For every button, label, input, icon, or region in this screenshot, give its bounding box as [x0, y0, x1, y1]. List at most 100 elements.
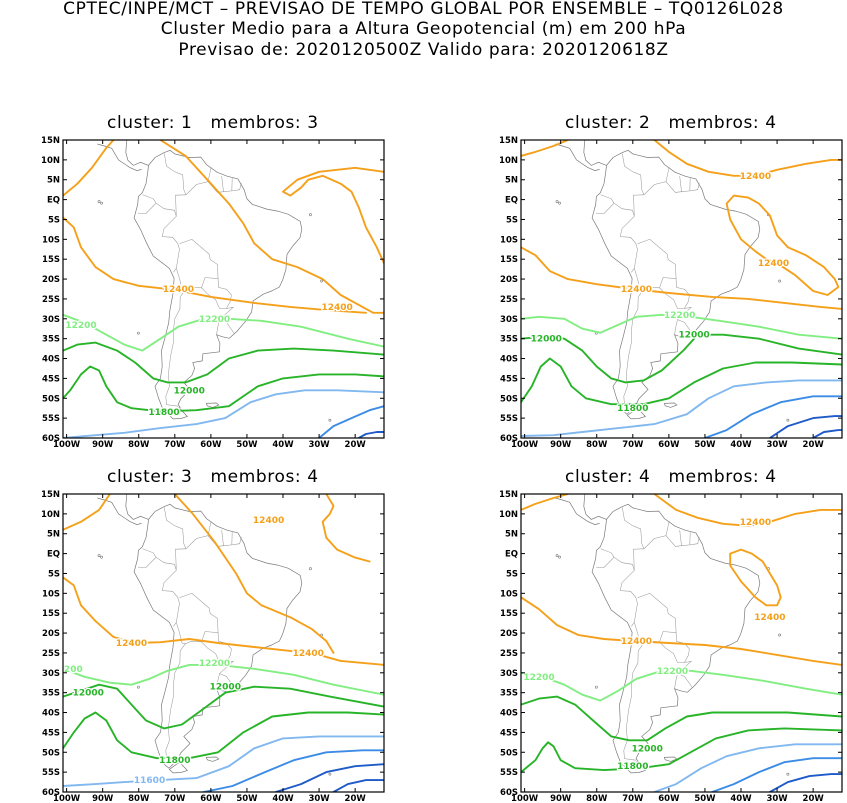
contour-label: 12400	[758, 259, 789, 269]
map-frame	[62, 493, 385, 793]
contour-12400	[63, 494, 111, 531]
contour-label: 12000	[174, 386, 205, 396]
lon-tick-label: 20W	[803, 440, 825, 450]
contour-12400	[521, 246, 842, 310]
contour-12200	[521, 313, 842, 340]
lat-tick-label: 15S	[42, 255, 60, 265]
lat-tick-label: 55S	[500, 768, 518, 778]
lon-tick-label: 100W	[511, 440, 539, 450]
island	[786, 418, 790, 422]
contour-label: 12400	[293, 649, 324, 659]
coastline	[663, 756, 678, 762]
contour-12200	[63, 663, 384, 696]
contour-label: 12400	[253, 516, 284, 526]
lat-tick-label: 35S	[42, 689, 60, 699]
contour-12400	[729, 548, 782, 607]
contour-11400	[274, 763, 384, 792]
coastline	[205, 402, 220, 408]
map-content: 12400 12400 12400 12200 12200 12000 11800	[521, 494, 842, 792]
coastline	[626, 408, 647, 420]
country-border	[137, 194, 157, 214]
lat-tick-label: 55S	[42, 768, 60, 778]
country-border	[155, 556, 180, 627]
lat-tick-label: 30S	[42, 669, 60, 679]
panel-2-title: cluster: 2 membros: 4	[565, 113, 777, 133]
contour-12200	[63, 313, 384, 352]
country-border	[221, 530, 224, 546]
lon-tick-label: 40W	[272, 794, 294, 803]
lat-tick-label: EQ	[47, 550, 60, 560]
lon-tick-label: 60W	[200, 440, 222, 450]
map-frame	[62, 139, 385, 439]
coastline	[626, 762, 647, 774]
country-border	[185, 520, 212, 549]
country-border	[201, 632, 232, 663]
country-border	[201, 278, 232, 309]
lon-tick-label: 70W	[164, 794, 186, 803]
island	[97, 554, 101, 557]
island	[100, 555, 103, 559]
lon-tick-label: 100W	[511, 794, 539, 803]
lon-tick-label: 30W	[308, 440, 330, 450]
lon-tick-label: 100W	[53, 440, 81, 450]
lat-tick-label: 10N	[41, 156, 60, 166]
lon-tick-label: 80W	[586, 440, 608, 450]
lat-tick-label: 5S	[48, 569, 60, 579]
lat-tick-label: 40S	[500, 355, 518, 365]
coastline	[97, 497, 142, 525]
lat-tick-label: 5S	[506, 215, 518, 225]
panel-4-title: cluster: 4 membros: 4	[565, 467, 777, 487]
lat-tick-label: 10N	[41, 510, 60, 520]
island	[136, 331, 140, 335]
island	[778, 633, 782, 637]
country-border	[622, 153, 645, 195]
contour-12000	[521, 695, 842, 742]
contour-label: 12200	[199, 315, 230, 325]
country-border	[221, 176, 224, 192]
lon-tick-label: 40W	[272, 440, 294, 450]
map-frame	[520, 493, 843, 793]
contour-label: 12200	[523, 673, 554, 683]
country-border	[175, 548, 187, 571]
contour-label: 12400	[754, 613, 785, 623]
contour-label: 12400	[621, 637, 652, 647]
lat-tick-label: 15S	[42, 609, 60, 619]
country-border	[679, 176, 682, 192]
contour-label: 12000	[210, 683, 241, 693]
lon-tick-label: 70W	[622, 440, 644, 450]
contour-12400	[653, 140, 842, 177]
country-border	[633, 194, 645, 217]
island	[558, 555, 561, 559]
coastline	[555, 497, 600, 525]
coastline	[168, 762, 189, 774]
contour-label: 12200	[664, 311, 695, 321]
country-border	[677, 673, 693, 688]
panel-1-title: cluster: 1 membros: 3	[107, 113, 319, 133]
lat-tick-label: EQ	[47, 196, 60, 206]
lon-tick-label: 100W	[53, 794, 81, 803]
lon-tick-label: 80W	[128, 440, 150, 450]
map-panel-4: 12400 12400 12400 12200 12200 12000 11800 15N 10…	[499, 490, 843, 803]
lat-tick-label: 30S	[42, 315, 60, 325]
lon-tick-label: 90W	[92, 440, 114, 450]
lat-tick-label: 15S	[500, 255, 518, 265]
lon-tick-label: 50W	[236, 794, 258, 803]
lat-tick-label: 5N	[47, 176, 60, 186]
contour-label: 12000	[678, 331, 709, 341]
contour-label: 11800	[617, 404, 648, 414]
coastline	[97, 143, 142, 171]
lat-tick-label: 45S	[500, 374, 518, 384]
country-border	[207, 181, 242, 193]
contour-12000	[63, 341, 384, 384]
map-panel-2: 12400 12400 12400 12200 12000 12000 11800 15N 10…	[499, 136, 843, 450]
contour-12400	[282, 166, 384, 265]
country-border	[665, 181, 700, 193]
lon-tick-label: 90W	[550, 440, 572, 450]
header-line-2: Cluster Medio para a Altura Geopotencial…	[160, 19, 687, 39]
lon-tick-label: 50W	[236, 440, 258, 450]
country-border	[665, 535, 700, 547]
contour-12400	[725, 194, 840, 296]
lon-tick-label: 70W	[164, 440, 186, 450]
map-frame	[520, 139, 843, 439]
map-content: 12400 12400 12200 12200 12000 11800	[63, 140, 384, 438]
